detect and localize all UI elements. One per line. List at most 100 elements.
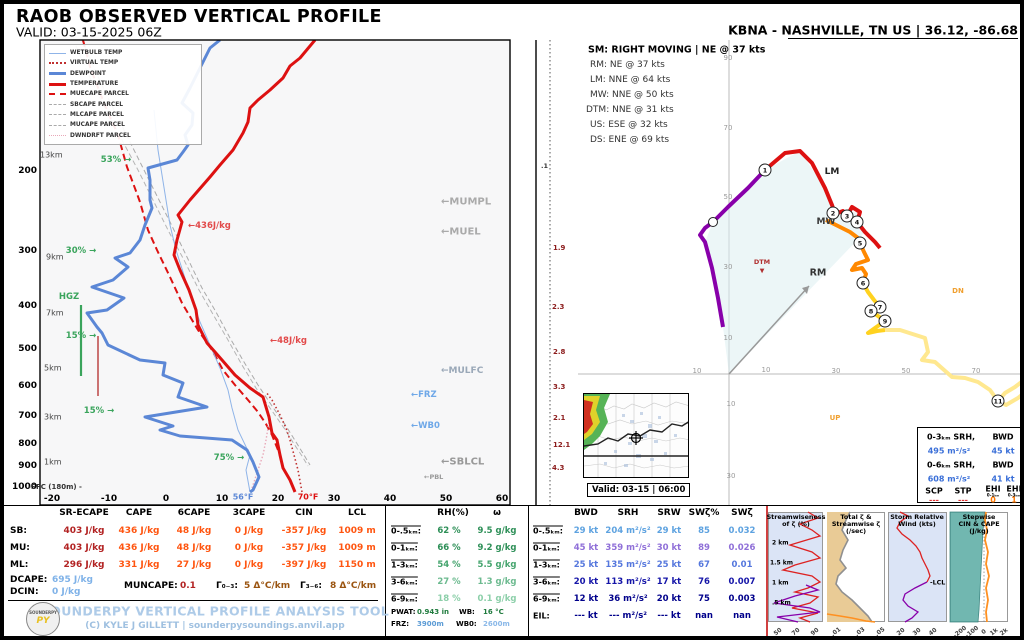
muecape-swatch <box>49 93 66 96</box>
ehi-0-1-sub: 0-1ₖₘ <box>986 492 1000 498</box>
kinematic-cell: 113 m²/s² <box>605 577 651 587</box>
kinematic-row-label: 1-3ₖₘ: <box>533 560 560 570</box>
bar-value: 12.1 <box>553 441 571 449</box>
hodo-marker-8km: 8 <box>864 304 878 318</box>
virtual-temp-swatch <box>49 62 66 65</box>
dn-shear-label: DN <box>952 287 964 295</box>
surface-temp-label: 70°F <box>297 492 319 502</box>
lapse-rate-3-6-label: Γ₃₋₆: <box>300 581 322 591</box>
rh-annotation: 15% → <box>65 331 97 341</box>
kinematic-cell: 85 <box>698 526 710 536</box>
height-label: 1km <box>44 457 62 467</box>
panel-ytick: 2 km <box>772 539 789 547</box>
omega-value: 5.5 g/kg <box>477 560 517 570</box>
dewpoint-swatch <box>49 72 66 76</box>
kinematic-cell: 0.032 <box>728 526 756 536</box>
rh-value: 66 % <box>437 543 461 553</box>
dtm-marker: ▼ <box>759 267 765 275</box>
kinematic-header: BWD <box>574 508 598 518</box>
station-underline <box>788 38 1018 39</box>
kinematic-row-label: EIL: <box>533 611 550 621</box>
map-valid-label: Valid: 03-15 | 06:00 <box>587 483 691 497</box>
dcape-label: DCAPE: <box>10 575 48 585</box>
pressure-tick: 1000 <box>11 482 37 492</box>
kinematic-cell: nan <box>733 611 751 621</box>
ehi-0-1-label: EHI <box>985 484 1001 494</box>
thermo-header: CAPE <box>125 508 153 518</box>
temperature-swatch <box>49 82 66 86</box>
panel-title: Total ζ & <box>840 513 872 521</box>
kinematic-cell: 36 m²/s² <box>608 594 648 604</box>
thermo-cell: -357 J/kg <box>281 543 327 553</box>
sbcape-swatch <box>49 104 66 106</box>
storm-motion-rm: RM: NE @ 37 kts <box>590 60 665 70</box>
thermo-cell: 1150 m <box>338 560 376 570</box>
kinematic-cell: 45 kt <box>573 543 599 553</box>
thermo-cell: 436 J/kg <box>118 543 160 553</box>
rm-label: RM <box>809 267 827 279</box>
legend-label: VIRTUAL TEMP <box>70 60 119 67</box>
level-label-muel: ←MUEL <box>441 226 481 238</box>
height-label: 9km <box>46 252 64 262</box>
kinematic-cell: nan <box>695 611 713 621</box>
legend-label: SBCAPE PARCEL <box>70 101 123 108</box>
moisture-row-label: 0-1ₖₘ: <box>391 543 418 553</box>
level-label-mumpl: ←MUMPL <box>441 196 492 208</box>
panel-title: Streamwise ζ <box>831 520 881 528</box>
wb-label: WB: <box>459 608 475 616</box>
temp-tick: 20 <box>271 494 285 504</box>
thermo-cell: -397 J/kg <box>281 560 327 570</box>
ring-label: 30 <box>726 472 736 480</box>
thermo-header: 6CAPE <box>177 508 211 518</box>
lapse-rate-0-3-label: Γ₀₋₃: <box>216 581 238 591</box>
ring-label: 90 <box>723 54 733 62</box>
pressure-tick: 400 <box>18 301 37 311</box>
temp-tick: -10 <box>100 494 118 504</box>
pressure-tick: 800 <box>18 439 37 449</box>
hodo-marker-500m <box>708 217 718 227</box>
thermo-row-label: MU: <box>10 543 30 553</box>
level-label-mulfc: ←MULFC <box>441 366 484 376</box>
stp-label: STP <box>954 486 972 496</box>
valid-time: VALID: 03-15-2025 06Z <box>16 24 162 40</box>
kinematic-row-label: 0-.5ₖₘ: <box>533 526 563 536</box>
omega-value: 9.5 g/kg <box>477 526 517 536</box>
omega-value: 1.3 g/kg <box>477 577 517 587</box>
panel-title: Storm Relative <box>890 513 944 521</box>
thermo-cell: 27 J/kg <box>176 560 212 570</box>
bar-value: 2.3 <box>552 303 565 311</box>
ring-label: 70 <box>723 124 733 132</box>
moisture-row-label: 6-9ₖₘ: <box>391 594 418 604</box>
kinematic-cell: 204 m²/s² <box>605 526 651 536</box>
radar-map <box>584 394 688 477</box>
footer-brand: SOUNDERPY VERTICAL PROFILE ANALYSIS TOOL <box>40 603 390 619</box>
kinematic-cell: 135 m²/s² <box>605 560 651 570</box>
ring-label: 10 <box>723 334 733 342</box>
muncape-label: MUNCAPE: <box>124 581 178 591</box>
storm-motion-dtm: DTM: NNE @ 31 kts <box>586 105 674 115</box>
scp-label: SCP <box>925 486 943 496</box>
rh-value: 54 % <box>437 560 461 570</box>
srh-0-3-label: 0-3ₖₘ SRH, <box>926 432 976 442</box>
kinematic-panels-divider <box>766 506 768 636</box>
ehi-0-3-label: EHI <box>1006 484 1022 494</box>
panel-title: (J/kg) <box>969 527 989 535</box>
streamwiseness-plot <box>773 511 822 623</box>
srh-0-6-label: 0-6ₖₘ SRH, <box>926 460 976 470</box>
kinematic-cell: 0.026 <box>728 543 756 553</box>
panel-ytick: 1 km <box>772 579 789 587</box>
height-label: 7km <box>46 308 64 318</box>
bwd-0-3-value: 45 kt <box>991 446 1015 456</box>
frz-value: 3900m <box>417 620 444 628</box>
hodo-marker-1km: 1 <box>758 163 772 177</box>
thermo-cell: 0 J/kg <box>234 526 264 536</box>
dcin-value: 0 J/kg <box>52 587 81 597</box>
storm-motion-us: US: ESE @ 32 kts <box>590 120 668 130</box>
bwd-0-6-label: BWD <box>992 460 1014 470</box>
storm-motion-sm: SM: RIGHT MOVING | NE @ 37 kts <box>588 44 766 56</box>
omega-scale-label: .1 <box>541 162 548 170</box>
hodo-marker-5km: 5 <box>853 236 867 250</box>
legend-label: WETBULB TEMP <box>70 50 123 57</box>
rh-annotation: 53% → <box>100 155 132 165</box>
wb0-value: 2600m <box>483 620 510 628</box>
